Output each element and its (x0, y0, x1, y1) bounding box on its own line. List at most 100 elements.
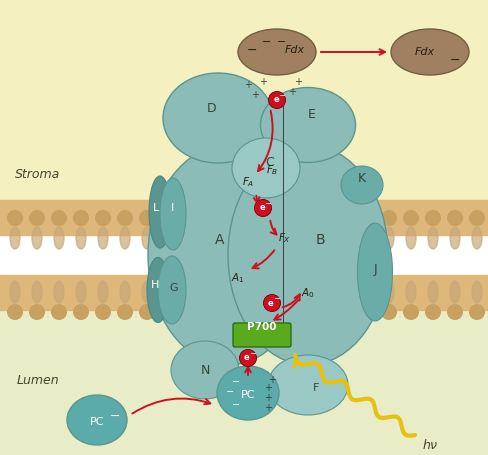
Ellipse shape (163, 227, 174, 249)
Ellipse shape (217, 366, 279, 420)
Ellipse shape (32, 281, 42, 303)
Ellipse shape (207, 227, 218, 249)
Ellipse shape (251, 281, 262, 303)
Text: −: − (249, 349, 256, 359)
Text: +: + (250, 90, 259, 100)
Ellipse shape (142, 227, 152, 249)
Ellipse shape (139, 210, 155, 226)
Ellipse shape (358, 210, 374, 226)
Text: $A_0$: $A_0$ (301, 286, 314, 300)
Ellipse shape (449, 281, 459, 303)
Text: PC: PC (90, 417, 104, 427)
Ellipse shape (339, 281, 349, 303)
Ellipse shape (204, 304, 221, 320)
Ellipse shape (10, 227, 20, 249)
Ellipse shape (314, 304, 330, 320)
Ellipse shape (402, 210, 418, 226)
Ellipse shape (76, 281, 86, 303)
Ellipse shape (292, 304, 308, 320)
Text: +: + (264, 383, 271, 393)
Ellipse shape (380, 304, 396, 320)
Ellipse shape (471, 281, 481, 303)
Ellipse shape (204, 210, 221, 226)
Ellipse shape (163, 73, 272, 163)
Ellipse shape (248, 210, 264, 226)
Text: $A_1$: $A_1$ (231, 271, 244, 285)
Circle shape (263, 294, 280, 312)
Ellipse shape (7, 304, 23, 320)
Text: F: F (312, 383, 319, 393)
Text: E: E (307, 108, 315, 121)
Text: $F_X$: $F_X$ (278, 231, 291, 245)
Text: $F_B$: $F_B$ (265, 163, 278, 177)
Text: H: H (150, 280, 159, 290)
Circle shape (268, 91, 285, 108)
Ellipse shape (361, 227, 371, 249)
Ellipse shape (227, 145, 387, 365)
Ellipse shape (54, 227, 64, 249)
Ellipse shape (226, 304, 243, 320)
Text: e: e (267, 298, 273, 308)
Text: +: + (264, 403, 271, 413)
Ellipse shape (402, 304, 418, 320)
Ellipse shape (29, 304, 45, 320)
Ellipse shape (161, 210, 177, 226)
Ellipse shape (148, 145, 307, 365)
Ellipse shape (339, 227, 349, 249)
Text: −: − (246, 44, 257, 56)
Text: −: − (231, 400, 240, 410)
Ellipse shape (273, 281, 284, 303)
Text: e: e (259, 203, 264, 212)
Text: $F_A$: $F_A$ (241, 175, 254, 189)
Ellipse shape (468, 304, 484, 320)
Ellipse shape (248, 304, 264, 320)
Ellipse shape (427, 227, 437, 249)
Text: B: B (315, 233, 324, 247)
Text: +: + (293, 77, 302, 87)
Text: −: − (273, 294, 280, 303)
Ellipse shape (358, 304, 374, 320)
Ellipse shape (270, 304, 286, 320)
Ellipse shape (67, 395, 127, 445)
Ellipse shape (54, 281, 64, 303)
Ellipse shape (117, 210, 133, 226)
Text: Lumen: Lumen (17, 374, 59, 386)
Text: −: − (231, 377, 240, 387)
Text: +: + (264, 393, 271, 403)
Text: −: − (109, 410, 120, 423)
Circle shape (239, 349, 256, 366)
Ellipse shape (424, 210, 440, 226)
Ellipse shape (295, 227, 305, 249)
Ellipse shape (357, 223, 392, 321)
Text: −: − (262, 37, 271, 47)
Ellipse shape (405, 281, 415, 303)
Text: −: − (449, 54, 459, 66)
Text: K: K (357, 172, 366, 184)
Ellipse shape (120, 227, 130, 249)
Ellipse shape (171, 341, 239, 399)
Ellipse shape (380, 210, 396, 226)
Text: P700: P700 (247, 322, 276, 332)
Text: C: C (265, 156, 274, 168)
Ellipse shape (73, 210, 89, 226)
Ellipse shape (98, 281, 108, 303)
Ellipse shape (251, 227, 262, 249)
Bar (0, 200, 488, 235)
Ellipse shape (32, 227, 42, 249)
Ellipse shape (160, 178, 185, 250)
Text: Fdx: Fdx (414, 47, 434, 57)
Ellipse shape (468, 210, 484, 226)
Ellipse shape (267, 355, 347, 415)
Ellipse shape (317, 281, 327, 303)
Ellipse shape (207, 281, 218, 303)
Ellipse shape (139, 304, 155, 320)
Text: −: − (225, 387, 234, 397)
Ellipse shape (314, 210, 330, 226)
Ellipse shape (95, 210, 111, 226)
Text: PC: PC (240, 390, 255, 400)
Ellipse shape (163, 281, 174, 303)
Ellipse shape (383, 227, 393, 249)
Ellipse shape (117, 304, 133, 320)
Text: +: + (287, 87, 295, 97)
Ellipse shape (446, 210, 462, 226)
